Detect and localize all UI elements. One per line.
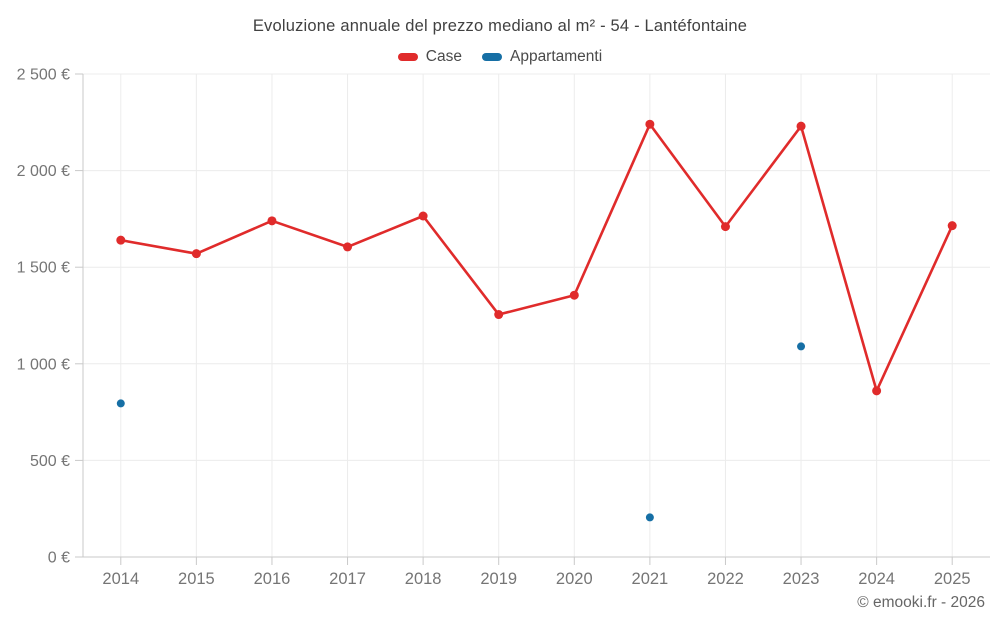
case-data-point-2015[interactable] — [191, 249, 201, 259]
case-data-point-2018[interactable] — [418, 211, 428, 221]
case-data-point-2022[interactable] — [720, 222, 730, 232]
x-axis-tick-label: 2024 — [858, 570, 895, 588]
case-data-point-2023[interactable] — [796, 121, 806, 131]
appartamenti-data-point-2014[interactable] — [116, 399, 125, 408]
legend-item-case[interactable]: Case — [397, 48, 462, 66]
appartamenti-legend-label: Appartamenti — [509, 48, 603, 65]
chart-title: Evoluzione annuale del prezzo mediano al… — [252, 17, 748, 35]
x-axis-tick-label: 2017 — [329, 570, 366, 588]
y-axis-tick-label: 2 500 € — [17, 67, 70, 84]
chart-legend: Case Appartamenti — [0, 48, 1000, 66]
case-data-point-2024[interactable] — [872, 386, 882, 396]
x-axis-tick-label: 2016 — [254, 570, 291, 588]
case-data-point-2019[interactable] — [494, 310, 504, 320]
x-axis-tick-label: 2025 — [934, 570, 971, 588]
footer-credit: © emooki.fr - 2026 — [857, 594, 985, 611]
case-data-point-2016[interactable] — [267, 216, 277, 226]
case-legend-swatch — [397, 53, 418, 61]
x-axis-tick-label: 2022 — [707, 570, 744, 588]
y-axis-tick-label: 1 500 € — [17, 260, 70, 277]
appartamenti-legend-swatch — [481, 53, 502, 61]
case-data-point-2025[interactable] — [947, 221, 957, 231]
y-axis-tick-label: 500 € — [30, 453, 70, 470]
x-axis-tick-label: 2014 — [102, 570, 139, 588]
legend-item-appartamenti[interactable]: Appartamenti — [481, 48, 603, 66]
x-axis-tick-label: 2020 — [556, 570, 593, 588]
case-data-point-2014[interactable] — [116, 235, 126, 245]
x-axis-tick-label: 2023 — [783, 570, 820, 588]
case-data-point-2017[interactable] — [343, 242, 353, 252]
y-axis-tick-label: 1 000 € — [17, 356, 70, 373]
y-axis-tick-label: 0 € — [48, 550, 70, 567]
x-axis-tick-label: 2019 — [480, 570, 517, 588]
case-legend-label: Case — [425, 48, 462, 65]
case-data-point-2021[interactable] — [645, 119, 655, 129]
appartamenti-data-point-2021[interactable] — [645, 513, 654, 522]
x-axis-tick-label: 2021 — [632, 570, 669, 588]
case-data-point-2020[interactable] — [569, 290, 579, 300]
case-series-line — [119, 122, 954, 393]
y-axis-tick-label: 2 000 € — [17, 163, 70, 180]
appartamenti-data-point-2023[interactable] — [797, 342, 806, 351]
x-axis-tick-label: 2018 — [405, 570, 442, 588]
x-axis-tick-label: 2015 — [178, 570, 215, 588]
